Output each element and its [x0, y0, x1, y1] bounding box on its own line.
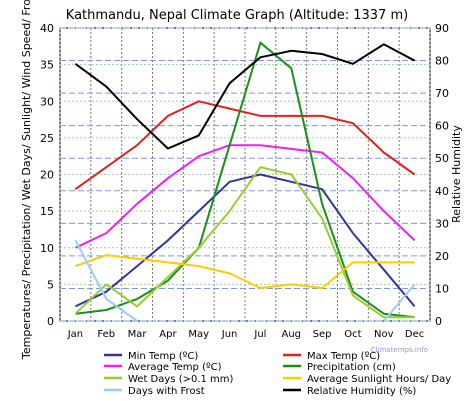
legend-label-relative-humidity: Relative Humidity (%) — [307, 386, 416, 397]
left-tick-label: 35 — [40, 59, 54, 72]
series-line-min-temp-c — [74, 173, 416, 308]
right-axis: 0 10 20 30 40 50 60 70 80 90 — [435, 22, 449, 328]
right-tick-label: 60 — [435, 120, 449, 133]
left-tick-label: 30 — [40, 95, 54, 108]
legend-label-precipitation-cm: Precipitation (cm) — [307, 362, 396, 373]
legend-label-average-sunlight-hours-day: Average Sunlight Hours/ Day — [307, 374, 451, 385]
left-tick-label: 25 — [40, 132, 54, 145]
x-tick-label: Oct — [344, 329, 361, 340]
left-axis: 0 5 10 15 20 25 30 35 40 — [40, 22, 54, 328]
series-line-days-with-frost — [74, 239, 138, 322]
x-tick-label: May — [188, 329, 209, 340]
left-tick-label: 15 — [40, 205, 54, 218]
series-line-relative-humidity — [74, 43, 416, 150]
right-tick-label: 40 — [435, 185, 449, 198]
series-line-average-sunlight-hours-day — [75, 254, 415, 289]
x-tick-label: Feb — [97, 329, 115, 340]
legend-label-max-temp-c: Max Temp (ºC) — [307, 351, 380, 362]
gridlines — [59, 27, 431, 322]
watermark: Climatemps.info — [371, 346, 428, 354]
right-tick-label: 80 — [435, 55, 449, 68]
left-tick-label: 10 — [40, 242, 54, 255]
x-tick-label: Nov — [374, 329, 394, 340]
left-tick-label: 20 — [40, 169, 54, 182]
right-tick-label: 70 — [435, 87, 449, 100]
legend-label-min-temp-c: Min Temp (ºC) — [128, 351, 198, 362]
legend-label-days-with-frost: Days with Frost — [128, 386, 205, 397]
left-axis-label: Temperatures/ Precipitation/ Wet Days/ S… — [20, 0, 33, 360]
right-tick-label: 10 — [435, 282, 449, 295]
legend-label-wet-days-0-1-mm: Wet Days (>0.1 mm) — [128, 374, 234, 385]
legend-label-average-temp-c: Average Temp (ºC) — [128, 362, 222, 373]
x-tick-label: Mar — [128, 329, 148, 340]
series-line-wet-days-0-1-mm — [74, 166, 415, 319]
x-tick-label: Apr — [159, 329, 177, 340]
chart-title: Kathmandu, Nepal Climate Graph (Altitude… — [66, 8, 408, 23]
x-tick-label: Sep — [313, 329, 332, 340]
series-line-max-temp-c — [74, 100, 416, 191]
x-tick-label: Aug — [281, 329, 301, 340]
left-tick-label: 5 — [47, 278, 54, 291]
series-line-precipitation-cm — [75, 41, 415, 319]
series-layer — [74, 41, 416, 322]
right-tick-label: 0 — [435, 315, 442, 328]
right-tick-label: 50 — [435, 152, 449, 165]
series-line-days-with-frost — [383, 283, 416, 322]
x-tick-label: Jan — [67, 329, 83, 340]
x-tick-label: Jun — [221, 329, 238, 340]
left-tick-label: 40 — [40, 22, 54, 35]
right-tick-label: 30 — [435, 217, 449, 230]
right-tick-label: 90 — [435, 22, 449, 35]
x-axis: Jan Feb Mar Apr May Jun Jul Aug Sep Oct Nov Dec — [67, 329, 425, 340]
legend: Min Temp (ºC) Max Temp (ºC) Average Temp (… — [104, 351, 451, 397]
x-tick-label: Dec — [405, 329, 424, 340]
x-tick-label: Jul — [253, 329, 266, 340]
right-tick-label: 20 — [435, 250, 449, 263]
series-line-average-temp-c — [74, 144, 416, 249]
right-axis-label: Relative Humidity — [450, 125, 463, 223]
left-tick-label: 0 — [47, 315, 54, 328]
